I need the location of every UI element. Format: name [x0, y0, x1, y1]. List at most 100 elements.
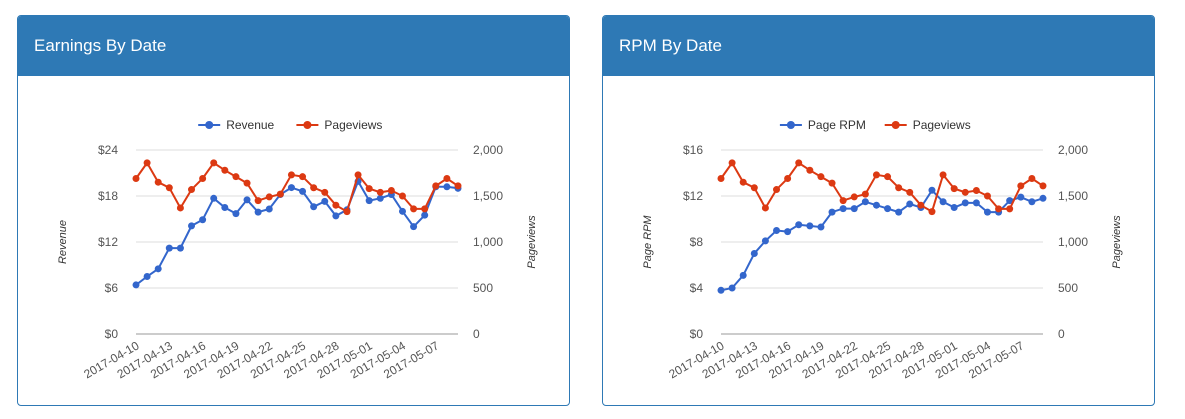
data-point-pageviews: [961, 188, 969, 196]
legend-item-revenue: Revenue: [198, 118, 275, 132]
data-point-revenue: [232, 210, 240, 218]
data-point-pageviews: [861, 190, 869, 198]
data-point-page-rpm: [795, 221, 803, 229]
data-point-revenue: [176, 244, 184, 252]
data-point-revenue: [398, 207, 406, 215]
legend-label: Revenue: [226, 118, 274, 132]
data-point-page-rpm: [906, 200, 914, 208]
data-point-page-rpm: [1017, 193, 1025, 201]
rpm-chart-area: $0 0 $4 500 $8 1,000 $12 1,500 $16 2,000 Page RPM P…: [603, 76, 1154, 405]
data-point-pageviews: [773, 186, 781, 194]
chart-legend: Revenue Pageviews: [198, 118, 382, 132]
data-point-pageviews: [365, 185, 373, 193]
data-point-pageviews: [728, 159, 736, 167]
data-point-pageviews: [1039, 182, 1047, 190]
data-point-pageviews: [983, 192, 991, 200]
data-point-pageviews: [750, 184, 758, 192]
left-tick-label: $24: [98, 143, 118, 157]
data-point-page-rpm: [717, 286, 725, 294]
data-point-pageviews: [872, 171, 880, 179]
data-point-pageviews: [410, 205, 418, 213]
legend-item-page-rpm: Page RPM: [779, 118, 866, 132]
data-point-pageviews: [243, 179, 251, 187]
data-point-pageviews: [188, 186, 196, 194]
data-point-pageviews: [784, 175, 792, 183]
data-point-revenue: [410, 223, 418, 231]
rpm-panel-title: RPM By Date: [603, 16, 1154, 76]
series-line-revenue: [135, 179, 459, 286]
series-line-pageviews: [720, 161, 1044, 214]
data-point-pageviews: [276, 190, 284, 198]
legend-swatch-marker: [303, 121, 312, 129]
data-point-revenue: [143, 273, 151, 280]
data-point-pageviews: [939, 171, 947, 179]
data-point-pageviews: [421, 205, 429, 213]
data-point-revenue: [443, 183, 451, 191]
left-tick-label: $18: [98, 189, 118, 203]
data-point-page-rpm: [850, 205, 858, 213]
right-tick-label: 2,000: [1058, 143, 1088, 157]
legend-swatch-marker: [205, 121, 214, 129]
data-point-pageviews: [287, 171, 295, 179]
data-point-pageviews: [332, 201, 340, 209]
data-point-pageviews: [254, 197, 262, 205]
right-tick-label: 0: [1058, 327, 1065, 341]
data-point-page-rpm: [884, 205, 892, 213]
data-point-pageviews: [884, 173, 892, 181]
data-point-revenue: [199, 216, 207, 224]
left-tick-label: $8: [690, 235, 704, 249]
right-tick-label: 2,000: [473, 143, 503, 157]
data-point-page-rpm: [972, 199, 980, 207]
data-point-revenue: [321, 197, 329, 205]
data-point-pageviews: [165, 184, 173, 192]
left-tick-label: $6: [105, 281, 119, 295]
data-point-page-rpm: [861, 198, 869, 206]
data-point-revenue: [132, 281, 140, 289]
data-point-pageviews: [828, 179, 836, 187]
data-point-pageviews: [1006, 205, 1014, 213]
data-point-page-rpm: [739, 271, 747, 279]
left-axis-title: Revenue: [57, 220, 69, 264]
left-tick-label: $12: [683, 189, 703, 203]
data-point-pageviews: [432, 182, 440, 190]
data-point-page-rpm: [784, 228, 792, 236]
data-point-revenue: [254, 208, 262, 216]
data-point-pageviews: [761, 204, 769, 212]
data-point-revenue: [376, 194, 384, 202]
data-point-pageviews: [176, 204, 184, 212]
data-point-pageviews: [299, 173, 307, 181]
data-point-page-rpm: [1039, 194, 1047, 202]
data-point-page-rpm: [806, 222, 814, 230]
data-point-page-rpm: [928, 186, 936, 194]
data-point-page-rpm: [950, 204, 958, 211]
data-point-pageviews: [795, 159, 803, 167]
data-point-pageviews: [232, 173, 240, 181]
data-point-pageviews: [950, 185, 958, 193]
data-point-revenue: [210, 194, 218, 202]
data-point-pageviews: [132, 175, 140, 183]
data-point-page-rpm: [872, 201, 880, 209]
data-point-pageviews: [343, 208, 351, 216]
legend-label: Pageviews: [913, 118, 971, 132]
data-point-revenue: [421, 211, 429, 219]
right-tick-label: 1,500: [1058, 189, 1088, 203]
data-point-revenue: [365, 197, 373, 205]
data-point-pageviews: [995, 205, 1003, 213]
data-point-revenue: [332, 212, 340, 220]
data-point-pageviews: [906, 188, 914, 196]
right-axis-title: Pageviews: [1111, 215, 1123, 269]
data-point-pageviews: [321, 188, 329, 196]
rpm-panel: RPM By Date $0 0 $4 500 $8 1,000 $12 1,500 $16 2,…: [602, 15, 1155, 406]
data-point-pageviews: [739, 178, 747, 186]
data-point-pageviews: [972, 186, 980, 194]
data-point-page-rpm: [839, 205, 847, 213]
earnings-panel-title: Earnings By Date: [18, 16, 569, 76]
data-point-pageviews: [354, 171, 362, 179]
left-tick-label: $0: [690, 327, 704, 341]
right-tick-label: 1,000: [473, 235, 503, 249]
data-point-pageviews: [199, 175, 207, 183]
right-tick-label: 1,500: [473, 189, 503, 203]
data-point-page-rpm: [1028, 198, 1036, 206]
data-point-page-rpm: [1006, 197, 1014, 205]
data-point-page-rpm: [773, 227, 781, 234]
